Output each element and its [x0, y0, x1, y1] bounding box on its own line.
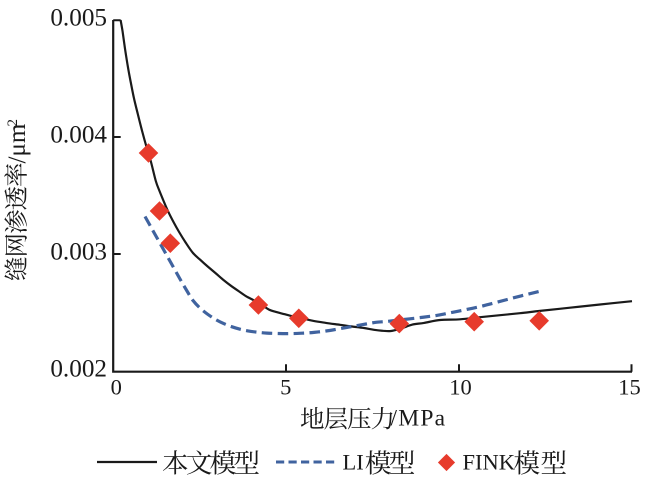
svg-text:LI: LI — [343, 450, 364, 475]
svg-text:0.005: 0.005 — [50, 5, 107, 32]
svg-text:0: 0 — [111, 375, 122, 400]
svg-text:/MPa: /MPa — [391, 406, 447, 432]
svg-text:0.003: 0.003 — [50, 239, 107, 266]
svg-text:/μm: /μm — [4, 123, 31, 163]
svg-text:5: 5 — [280, 375, 291, 400]
svg-text:0.002: 0.002 — [50, 356, 107, 383]
svg-text:15: 15 — [618, 375, 641, 400]
svg-text:2: 2 — [5, 119, 21, 127]
svg-text:FINK: FINK — [463, 450, 516, 475]
svg-text:0.004: 0.004 — [50, 122, 107, 149]
svg-text:10: 10 — [449, 375, 472, 400]
